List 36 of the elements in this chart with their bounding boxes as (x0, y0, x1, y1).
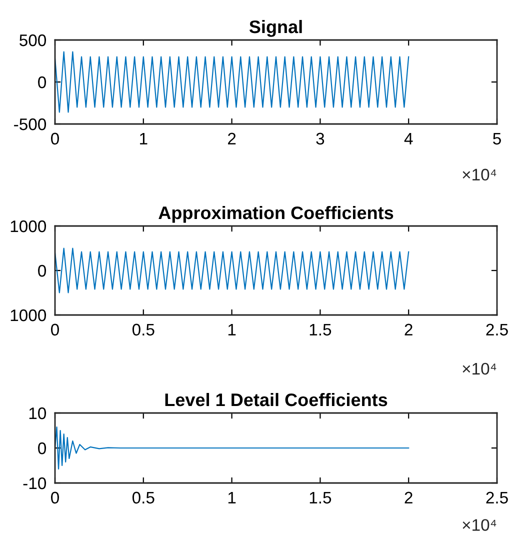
chart-title: Signal (249, 20, 302, 37)
x-tick-label: 0 (51, 492, 59, 504)
chart-title: Level 1 Detail Coefficients (165, 392, 388, 406)
x-tick-label: 0.5 (132, 492, 154, 504)
text: ×10⁴ (462, 168, 496, 181)
line-series (55, 248, 410, 294)
x-tick-label: 2.5 (486, 324, 508, 336)
x-tick-label: 2 (404, 324, 412, 336)
y-tick-label: 1000 (10, 220, 46, 232)
x-tick-label: 5 (493, 132, 501, 145)
x-tick-label: 2 (228, 132, 236, 144)
x-tick-label: 1.5 (310, 492, 332, 504)
x-tick-label: 3 (316, 132, 324, 145)
x-tick-label: 2 (404, 492, 412, 504)
x-tick-label: 4 (404, 132, 413, 144)
y-tick-label: 500 (20, 34, 46, 46)
x-tick-label: 1 (228, 492, 236, 504)
line-series (55, 51, 410, 113)
x-tick-label: 0 (51, 324, 59, 336)
x-tick-label: 0.5 (132, 324, 154, 336)
text: ×10⁴ (462, 362, 496, 375)
y-tick-label: 10 (29, 407, 46, 420)
y-tick-label: 0 (38, 442, 46, 454)
x-tick-label: 2.5 (486, 492, 508, 504)
line-series (55, 426, 410, 470)
chart-title: Approximation Coefficients (158, 206, 394, 223)
x-tick-label: 1 (140, 132, 148, 144)
x-tick-label: 0 (51, 132, 59, 145)
text: ×10⁴ (462, 519, 496, 531)
x-tick-label: 1.5 (310, 324, 332, 336)
y-tick-label: -10 (23, 477, 46, 490)
y-tick-label: 0 (38, 76, 46, 88)
y-tick-label: -500 (14, 118, 46, 130)
y-tick-label: 0 (38, 264, 46, 277)
x-tick-label: 1 (228, 324, 236, 336)
y-tick-label: 1000 (10, 309, 46, 322)
